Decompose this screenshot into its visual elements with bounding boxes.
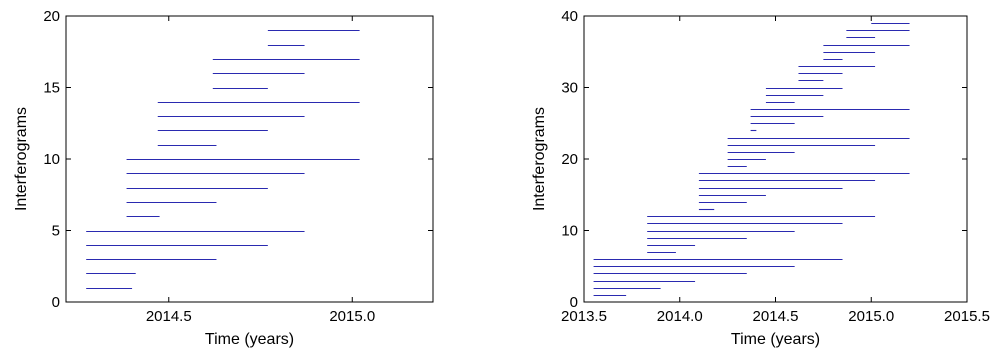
left-chart: 2014.5 2015.0 0 5 10 15 20 Time (years) Interfer… [13,8,434,348]
y-tick-label: 20 [561,151,578,168]
x-tick-label: 2013.5 [561,308,607,325]
x-tick-label: 2014.0 [657,308,703,325]
x-tick-label: 2015.0 [329,308,375,325]
x-tick-label: 2015.0 [848,308,894,325]
y-tick-label: 30 [561,80,578,97]
right-chart: 2013.5 2014.0 2014.5 2015.0 2015.5 0 10 20 30 40 T… [531,8,990,348]
y-axis-title: Interferograms [13,107,30,211]
y-tick-label: 40 [561,8,578,25]
x-tick-label: 2014.5 [753,308,799,325]
y-tick-label: 0 [52,294,60,311]
x-axis-title: Time (years) [205,331,294,348]
y-axis-title: Interferograms [531,107,548,211]
y-tick-label: 5 [52,223,60,240]
y-tick-label: 10 [43,151,60,168]
y-tick-label: 15 [43,80,60,97]
y-tick-label: 10 [561,223,578,240]
y-tick-label: 0 [570,294,578,311]
y-tick-label: 20 [43,8,60,25]
x-tick-label: 2014.5 [146,308,192,325]
x-tick-label: 2015.5 [944,308,990,325]
x-axis-title: Time (years) [731,331,820,348]
